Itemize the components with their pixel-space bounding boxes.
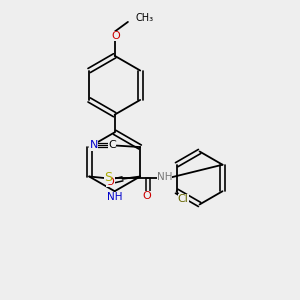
Text: N: N (89, 140, 98, 150)
Text: C: C (108, 140, 116, 150)
Text: NH: NH (106, 191, 122, 202)
Text: O: O (111, 31, 120, 41)
Text: NH: NH (157, 172, 172, 182)
Text: N: N (90, 141, 98, 151)
Text: S: S (104, 172, 112, 184)
Text: CH₃: CH₃ (136, 13, 154, 23)
Text: O: O (106, 177, 115, 187)
Text: Cl: Cl (178, 194, 188, 204)
Text: O: O (142, 191, 151, 201)
